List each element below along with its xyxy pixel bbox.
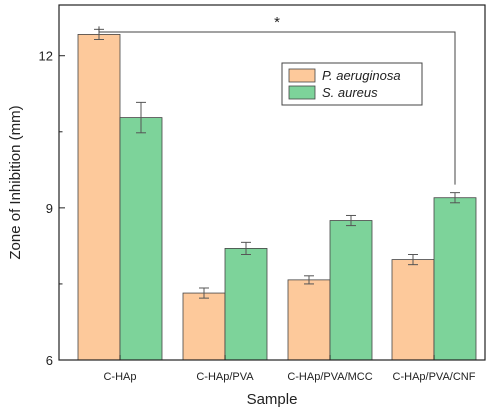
- error-bars-layer: [94, 28, 460, 299]
- bar-p-aeruginosa-0: [77, 34, 121, 361]
- bar-p-aeruginosa-3: [391, 259, 435, 361]
- y-tick-label: 12: [39, 49, 53, 64]
- x-tick-label: C-HAp/PVA: [196, 371, 254, 383]
- axes-layer: 6 9 12 C-HAp C-HAp/PVA C-HAp/PVA/MCC C-HAp/PVA…: [7, 4, 486, 408]
- x-tick-label: C-HAp/PVA/MCC: [287, 371, 372, 383]
- legend-label-1: S. aureus: [322, 85, 378, 100]
- bar-p-aeruginosa-2: [287, 279, 331, 361]
- y-axis-title: Zone of Inhibition (mm): [7, 105, 24, 259]
- significance-annotation-layer: *: [98, 14, 456, 185]
- legend: P. aeruginosa S. aureus: [281, 62, 423, 106]
- legend-swatch-1: [288, 85, 316, 100]
- bar-p-aeruginosa-1: [182, 292, 226, 361]
- bar-s-aureus-3: [433, 197, 477, 361]
- legend-label-0: P. aeruginosa: [322, 68, 401, 83]
- bar-s-aureus-1: [224, 248, 268, 361]
- x-tick-label: C-HAp/PVA/CNF: [393, 371, 476, 383]
- significance-bracket: [98, 26, 456, 185]
- y-tick-label: 6: [46, 353, 53, 368]
- bars-layer: [77, 34, 477, 361]
- bar-s-aureus-2: [329, 220, 373, 361]
- significance-star: *: [274, 14, 280, 31]
- bar-s-aureus-0: [119, 117, 163, 361]
- y-tick-label: 9: [46, 201, 53, 216]
- plot-frame: [58, 4, 486, 361]
- legend-swatch-0: [288, 68, 316, 83]
- x-axis-title: Sample: [247, 391, 298, 408]
- x-tick-label: C-HAp: [103, 371, 136, 383]
